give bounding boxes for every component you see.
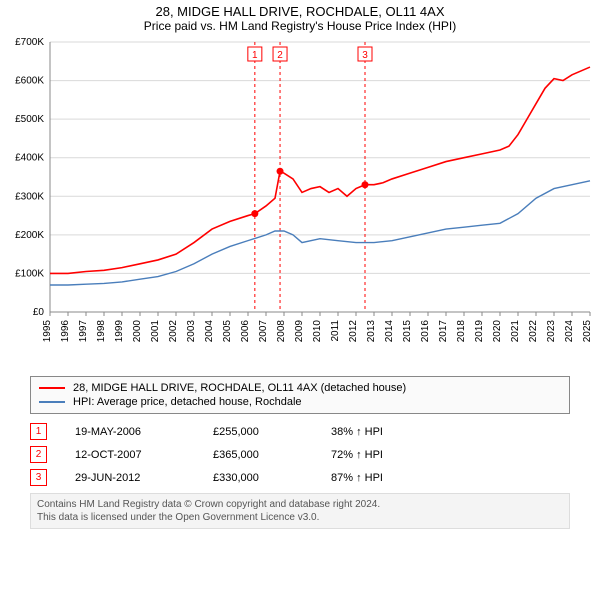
legend-swatch [39,387,65,389]
event-price: £330,000 [213,472,303,484]
svg-text:2021: 2021 [510,320,521,343]
events-table: 1 19-MAY-2006 £255,000 38% ↑ HPI 2 12-OCT-200… [30,420,570,489]
legend-label: 28, MIDGE HALL DRIVE, ROCHDALE, OL11 4AX… [73,382,406,394]
svg-text:2018: 2018 [456,320,467,343]
event-row: 1 19-MAY-2006 £255,000 38% ↑ HPI [30,420,570,443]
event-delta: 72% ↑ HPI [331,449,383,461]
svg-text:£300K: £300K [15,191,44,202]
svg-text:1997: 1997 [78,320,89,343]
svg-text:2011: 2011 [330,320,341,342]
svg-text:2007: 2007 [258,320,269,343]
legend-label: HPI: Average price, detached house, Roch… [73,396,302,408]
svg-text:1: 1 [252,50,258,61]
svg-text:1998: 1998 [96,320,107,343]
price-chart: £0 £100K £200K £300K £400K £500K £600K £700K 199… [0,37,600,367]
svg-text:2005: 2005 [222,320,233,343]
event-price: £365,000 [213,449,303,461]
svg-text:2000: 2000 [132,320,143,343]
svg-text:2003: 2003 [186,320,197,343]
svg-text:2013: 2013 [366,320,377,343]
svg-text:2020: 2020 [492,320,503,343]
svg-text:2009: 2009 [294,320,305,343]
event-delta: 87% ↑ HPI [331,472,383,484]
event-price: £255,000 [213,426,303,438]
svg-text:2022: 2022 [528,320,539,343]
legend-item: HPI: Average price, detached house, Roch… [39,395,561,409]
svg-text:2016: 2016 [420,320,431,343]
legend: 28, MIDGE HALL DRIVE, ROCHDALE, OL11 4AX… [30,376,570,414]
event-delta: 38% ↑ HPI [331,426,383,438]
event-date: 19-MAY-2006 [75,426,185,438]
event-marker: 2 [30,446,47,463]
event-row: 3 29-JUN-2012 £330,000 87% ↑ HPI [30,466,570,489]
footnote-line: Contains HM Land Registry data © Crown c… [37,498,563,511]
page-title: 28, MIDGE HALL DRIVE, ROCHDALE, OL11 4AX [0,0,600,19]
svg-text:2: 2 [277,50,283,61]
svg-text:2014: 2014 [384,320,395,343]
svg-text:2017: 2017 [438,320,449,343]
svg-text:2015: 2015 [402,320,413,343]
svg-text:2019: 2019 [474,320,485,343]
legend-item: 28, MIDGE HALL DRIVE, ROCHDALE, OL11 4AX… [39,381,561,395]
svg-text:2024: 2024 [564,320,575,343]
footnote-line: This data is licensed under the Open Gov… [37,511,563,524]
svg-text:1995: 1995 [42,320,53,343]
legend-swatch [39,401,65,403]
event-row: 2 12-OCT-2007 £365,000 72% ↑ HPI [30,443,570,466]
svg-text:2001: 2001 [150,320,161,343]
svg-text:1999: 1999 [114,320,125,343]
svg-text:3: 3 [362,50,368,61]
svg-text:2006: 2006 [240,320,251,343]
page-subtitle: Price paid vs. HM Land Registry's House … [0,19,600,37]
svg-text:2004: 2004 [204,320,215,343]
event-marker: 1 [30,423,47,440]
svg-text:1996: 1996 [60,320,71,343]
chart-container: £0 £100K £200K £300K £400K £500K £600K £700K 199… [0,37,600,370]
svg-text:£0: £0 [33,307,45,318]
svg-text:£500K: £500K [15,114,44,125]
svg-text:£700K: £700K [15,37,44,48]
svg-text:£600K: £600K [15,76,44,87]
svg-text:2025: 2025 [582,320,593,343]
event-date: 29-JUN-2012 [75,472,185,484]
svg-text:2002: 2002 [168,320,179,343]
event-marker: 3 [30,469,47,486]
svg-text:2023: 2023 [546,320,557,343]
svg-text:2010: 2010 [312,320,323,343]
svg-text:£400K: £400K [15,153,44,164]
event-date: 12-OCT-2007 [75,449,185,461]
svg-text:2012: 2012 [348,320,359,343]
svg-text:£200K: £200K [15,230,44,241]
svg-text:2008: 2008 [276,320,287,343]
svg-text:£100K: £100K [15,268,44,279]
footnote: Contains HM Land Registry data © Crown c… [30,493,570,529]
